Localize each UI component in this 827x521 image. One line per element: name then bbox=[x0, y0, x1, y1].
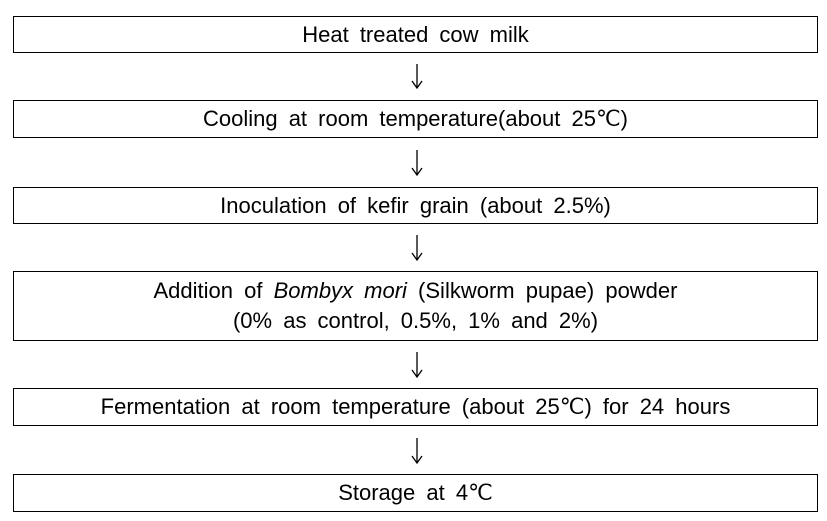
arrow bbox=[411, 438, 423, 465]
step-text: Fermentation at room temperature (about … bbox=[100, 394, 731, 419]
step-text: (0% as control, 0.5%, 1% and 2%) bbox=[232, 308, 599, 333]
step-box: Addition of Bombyx mori (Silkworm pupae)… bbox=[13, 271, 818, 341]
step-text: Cooling at room temperature(about 25℃) bbox=[202, 106, 629, 131]
arrow bbox=[411, 235, 423, 262]
step-box: Fermentation at room temperature (about … bbox=[13, 388, 818, 426]
step-box: Heat treated cow milk bbox=[13, 16, 818, 53]
step-line: (0% as control, 0.5%, 1% and 2%) bbox=[233, 306, 598, 336]
step-text: Addition of bbox=[153, 278, 274, 303]
step-text: Heat treated cow milk bbox=[302, 21, 529, 47]
arrow bbox=[411, 64, 423, 90]
step-text: Inoculation of kefir grain (about 2.5%) bbox=[220, 192, 611, 218]
species-name: Bombyx mori bbox=[273, 278, 407, 303]
arrow bbox=[411, 150, 423, 177]
step-text: Storage at 4℃ bbox=[338, 480, 493, 505]
step-box: Storage at 4℃ bbox=[13, 474, 818, 512]
arrow bbox=[411, 352, 423, 379]
step-text: (Silkworm pupae) powder bbox=[406, 278, 678, 303]
step-box: Inoculation of kefir grain (about 2.5%) bbox=[13, 187, 818, 224]
step-box: Cooling at room temperature(about 25℃) bbox=[13, 100, 818, 138]
step-line: Addition of Bombyx mori (Silkworm pupae)… bbox=[154, 276, 678, 306]
